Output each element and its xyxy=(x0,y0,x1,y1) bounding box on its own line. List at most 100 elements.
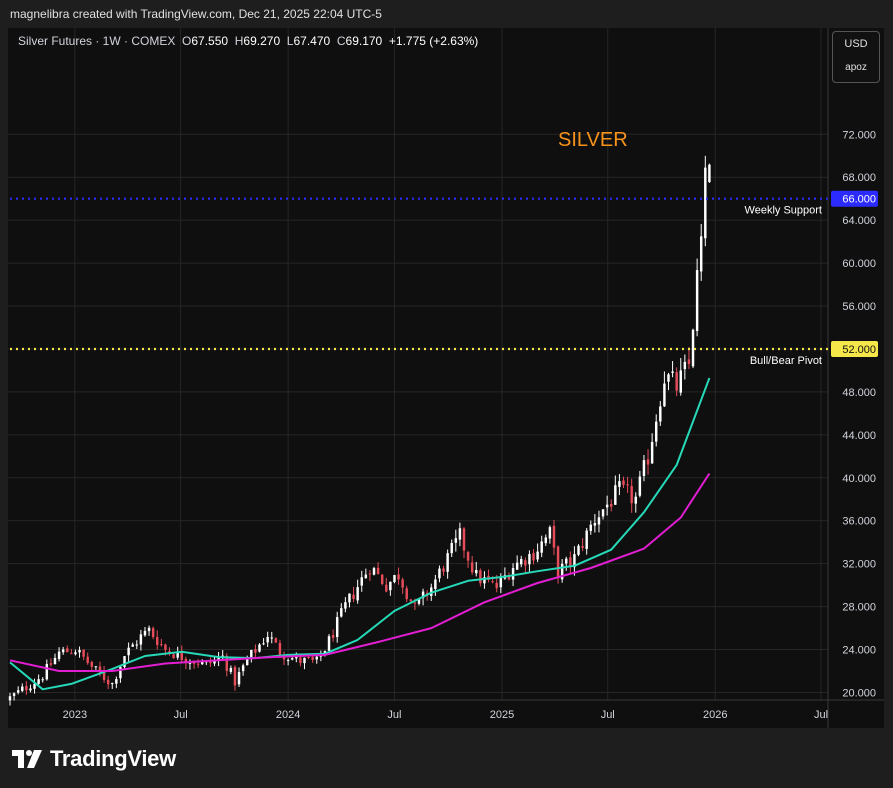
candle-body xyxy=(569,557,572,566)
candle-body xyxy=(151,628,155,638)
candle-body xyxy=(507,575,511,580)
candle-body xyxy=(82,649,85,657)
candle-body xyxy=(176,651,179,658)
candle-body xyxy=(434,579,437,589)
y-tick-label: 48.000 xyxy=(842,387,876,399)
legend-symbol: Silver Futures · 1W · COMEX xyxy=(18,34,176,48)
candle-body xyxy=(258,644,261,652)
level-price-tag xyxy=(831,340,878,357)
candle-body xyxy=(638,476,642,496)
candle-body xyxy=(601,509,605,517)
candle-body xyxy=(515,562,519,570)
candle-body xyxy=(37,679,40,684)
candle-body xyxy=(94,666,98,668)
y-tick-label: 64.000 xyxy=(842,215,876,227)
candle-body xyxy=(233,667,237,686)
attribution-bar: magnelibra created with TradingView.com,… xyxy=(0,0,893,28)
candle-body xyxy=(552,525,556,548)
tradingview-brand[interactable]: TradingView xyxy=(12,746,176,772)
candle-body xyxy=(340,608,343,617)
candle-body xyxy=(25,685,28,691)
candle-body xyxy=(315,656,318,660)
attribution-text: magnelibra created with TradingView.com,… xyxy=(10,7,382,21)
candle-body xyxy=(70,653,73,655)
candle-body xyxy=(483,577,486,584)
legend-close-label: C xyxy=(336,34,346,48)
candle-body xyxy=(106,679,110,685)
candle-body xyxy=(536,551,539,560)
candle-body xyxy=(335,617,339,638)
candle-body xyxy=(209,661,212,664)
candle-body xyxy=(650,441,654,464)
candle-body xyxy=(123,656,126,668)
candle-body xyxy=(499,577,503,588)
level-price-tag-text: 52.000 xyxy=(842,344,876,356)
candle-body xyxy=(548,527,552,539)
candle-body xyxy=(560,563,564,580)
y-tick-label: 36.000 xyxy=(842,516,876,528)
y-tick-label: 44.000 xyxy=(842,430,876,442)
y-tick-label: 72.000 xyxy=(842,129,876,141)
candle-body xyxy=(131,644,134,647)
candle-body xyxy=(12,693,16,696)
candle-body xyxy=(687,359,691,365)
x-tick-label: 2023 xyxy=(63,709,87,721)
candle-body xyxy=(290,658,294,660)
y-tick-label: 68.000 xyxy=(842,172,876,184)
candle-body xyxy=(642,460,646,476)
candle-body xyxy=(356,587,359,601)
candle-body xyxy=(29,688,32,691)
currency-label: USD xyxy=(844,38,868,50)
candle-body xyxy=(458,528,462,540)
candle-body xyxy=(368,573,372,575)
candle-body xyxy=(421,591,425,598)
candle-body xyxy=(147,627,151,632)
candle-body xyxy=(385,584,388,592)
y-tick-label: 20.000 xyxy=(842,687,876,699)
x-tick-label: 2025 xyxy=(490,709,514,721)
candle-body xyxy=(61,649,65,653)
candle-body xyxy=(470,562,474,573)
candle-body xyxy=(266,636,269,643)
candle-body xyxy=(708,164,711,183)
legend-low: 67.470 xyxy=(293,34,331,48)
chart-title: SILVER xyxy=(558,129,628,151)
level-price-tag xyxy=(831,190,878,207)
candle-body xyxy=(585,530,588,549)
candle-body xyxy=(479,570,482,584)
candle-body xyxy=(409,599,413,602)
candle-body xyxy=(98,666,102,673)
candle-body xyxy=(115,679,118,684)
level-price-tag-text: 66.000 xyxy=(842,194,876,206)
candle-body xyxy=(540,541,543,553)
candle-body xyxy=(192,662,196,664)
candle-body xyxy=(671,371,674,373)
candle-body xyxy=(245,659,249,666)
candle-body xyxy=(66,648,69,653)
candle-body xyxy=(41,679,44,681)
currency-unit-button[interactable]: USD apoz xyxy=(832,31,880,83)
candle-body xyxy=(654,421,658,442)
candle-body xyxy=(491,581,494,583)
candle-body xyxy=(495,582,498,589)
candle-body xyxy=(614,485,617,505)
candle-body xyxy=(667,374,670,382)
candle-body xyxy=(352,594,355,599)
candle-body xyxy=(111,683,114,685)
candle-body xyxy=(196,663,200,665)
x-tick-label: Jul xyxy=(387,709,401,721)
candle-body xyxy=(393,575,396,583)
candle-body xyxy=(348,593,351,603)
candle-body xyxy=(593,523,597,526)
moving-average-fast-line xyxy=(9,377,711,691)
candle-body xyxy=(401,579,404,588)
chart-frame[interactable] xyxy=(8,28,884,728)
candle-body xyxy=(556,546,560,579)
candle-body xyxy=(360,577,363,586)
candle-body xyxy=(45,664,49,680)
legend-open-label: O xyxy=(182,34,192,48)
y-tick-label: 32.000 xyxy=(842,559,876,571)
tradingview-logo-icon xyxy=(12,750,42,768)
candle-body xyxy=(90,661,94,667)
